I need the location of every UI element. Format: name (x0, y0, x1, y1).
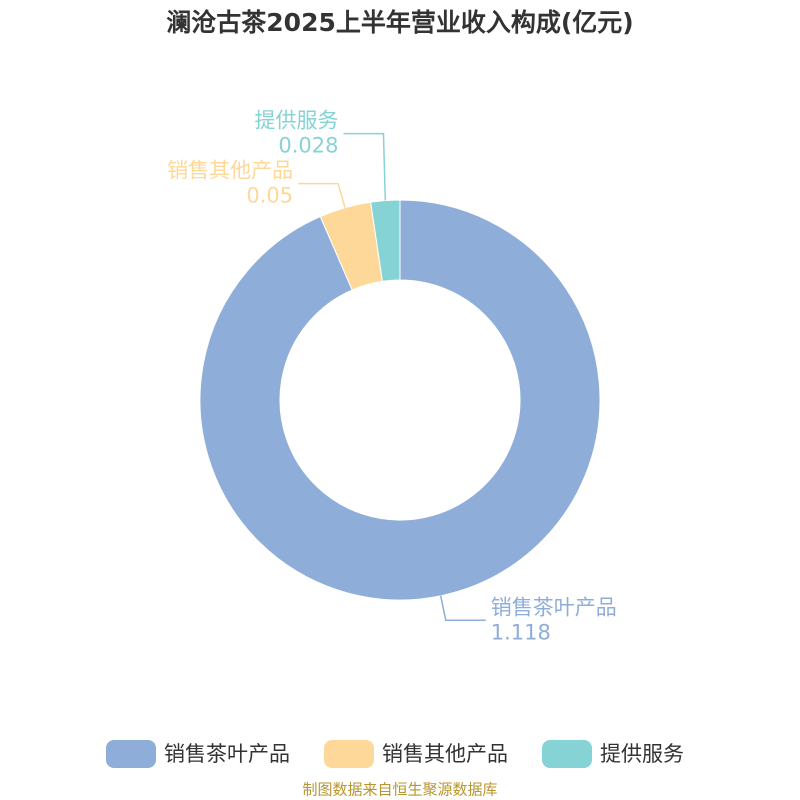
legend-swatch (324, 740, 374, 768)
slice-value: 0.05 (246, 184, 293, 208)
legend-label: 提供服务 (600, 742, 684, 766)
legend-label: 销售茶叶产品 (164, 742, 290, 766)
slice-value: 0.028 (278, 134, 338, 158)
source: 制图数据来自恒生聚源数据库 (302, 781, 497, 799)
leader-line (343, 132, 387, 201)
donut-slice (199, 199, 601, 601)
legend-swatch (542, 740, 592, 768)
slice-label: 销售其他产品 (167, 159, 293, 183)
leader-line (298, 182, 346, 208)
legend-swatch (106, 740, 156, 768)
slice-value: 1.118 (491, 620, 551, 644)
slice-label: 销售茶叶产品 (491, 595, 617, 619)
donut-slice (370, 199, 401, 282)
slice-label: 提供服务 (254, 109, 338, 133)
leader-line (439, 595, 486, 622)
legend-label: 销售其他产品 (382, 742, 508, 766)
chart-title: 澜沧古茶2025上半年营业收入构成(亿元) (166, 8, 633, 37)
